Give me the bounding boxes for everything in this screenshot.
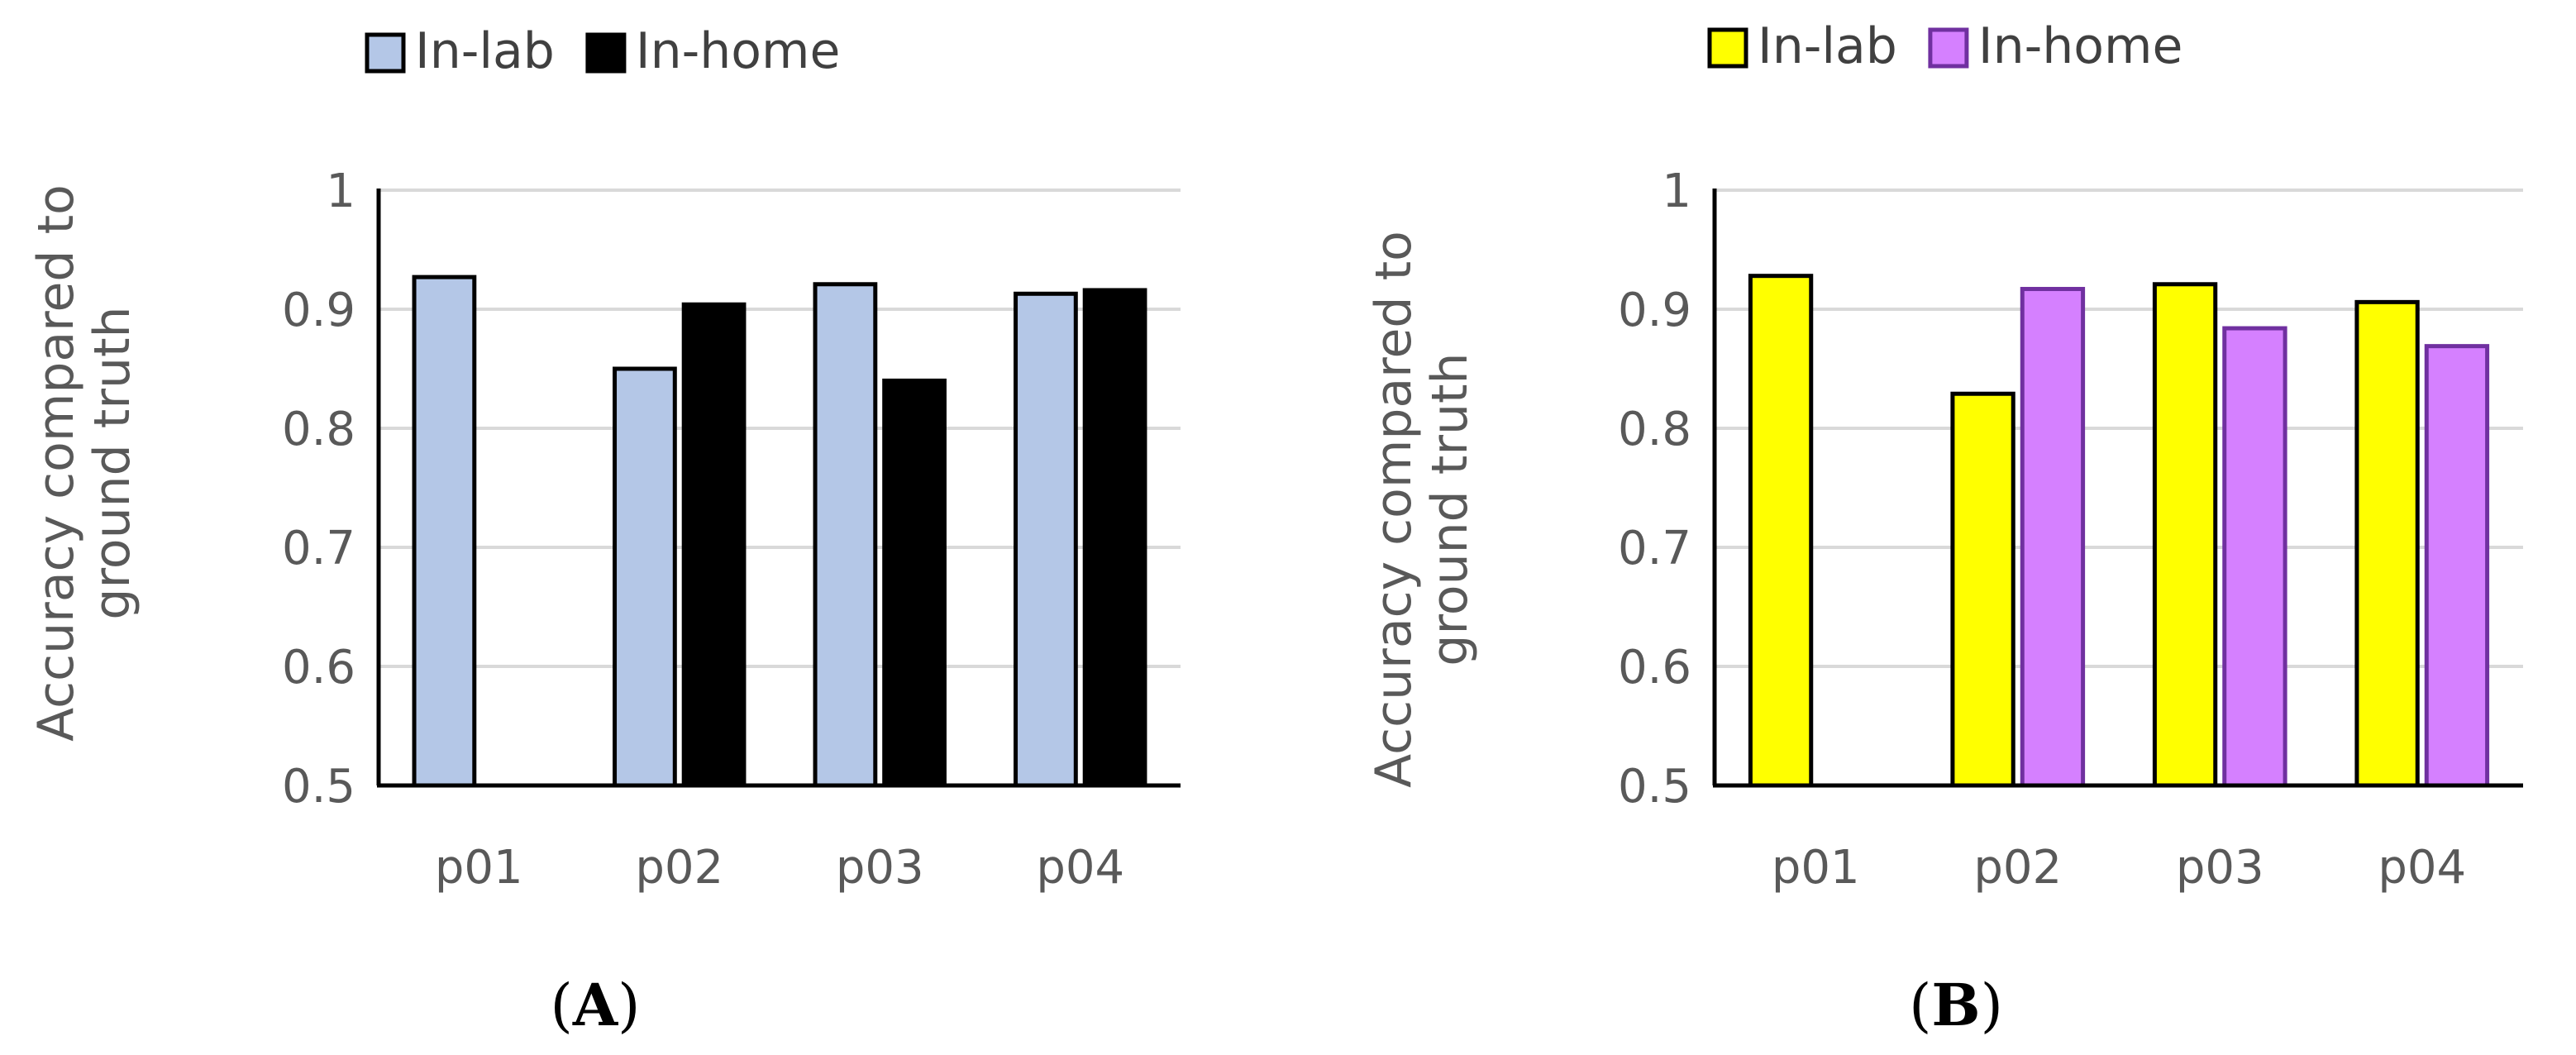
legend-label: In-lab bbox=[1758, 17, 1897, 75]
y-tick-label: 0.6 bbox=[1618, 641, 1691, 695]
legend-swatch bbox=[1707, 27, 1748, 69]
bar-in-lab-p02 bbox=[613, 366, 677, 788]
y-axis-title: Accuracy compared toground truth bbox=[1365, 231, 1479, 788]
bar-in-home-p04 bbox=[1082, 288, 1147, 788]
x-tick-label: p02 bbox=[1973, 841, 2062, 895]
bar-in-lab-p03 bbox=[813, 282, 878, 788]
y-tick-label: 0.5 bbox=[1618, 760, 1691, 814]
panel-label-open: ( bbox=[551, 971, 573, 1039]
bar-in-home-p04 bbox=[2424, 344, 2490, 788]
y-tick-label: 0.9 bbox=[1618, 284, 1691, 337]
bar-in-lab-p01 bbox=[412, 274, 477, 788]
bar-in-home-p03 bbox=[882, 378, 947, 788]
y-tick-label: 0.9 bbox=[282, 284, 355, 337]
y-tick-label: 0.8 bbox=[1618, 403, 1691, 456]
y-tick-label: 0.7 bbox=[282, 522, 355, 575]
panel-label: (A) bbox=[551, 971, 641, 1039]
legend: In-lab In-home bbox=[365, 22, 840, 80]
y-axis-title-line: Accuracy compared to bbox=[1365, 231, 1423, 788]
x-tick-label: p01 bbox=[435, 841, 523, 895]
x-tick-label: p03 bbox=[2176, 841, 2264, 895]
bar-in-home-p03 bbox=[2222, 326, 2287, 788]
bar-in-lab-p01 bbox=[1748, 274, 1814, 788]
bar-in-home-p02 bbox=[681, 302, 747, 788]
legend-swatch bbox=[585, 32, 627, 74]
y-axis-title-line: Accuracy compared to bbox=[27, 184, 85, 742]
y-axis-title-line: ground truth bbox=[1421, 352, 1479, 666]
y-tick-label: 0.5 bbox=[282, 760, 355, 814]
y-axis-title: Accuracy compared toground truth bbox=[27, 184, 141, 742]
bar-in-lab-p04 bbox=[1014, 291, 1078, 788]
x-tick-label: p03 bbox=[836, 841, 924, 895]
x-tick-label: p04 bbox=[1036, 841, 1124, 895]
x-tick-label: p02 bbox=[635, 841, 723, 895]
legend-label: In-home bbox=[1978, 17, 2182, 75]
y-tick-label: 0.7 bbox=[1618, 522, 1691, 575]
y-axis-title-line: ground truth bbox=[83, 306, 141, 619]
bar-in-home-p02 bbox=[2020, 287, 2086, 788]
panel-label-close: ) bbox=[1981, 971, 2003, 1039]
y-tick-label: 1 bbox=[1662, 165, 1691, 218]
bar-in-lab-p03 bbox=[2152, 282, 2218, 788]
x-tick-label: p01 bbox=[1772, 841, 1860, 895]
legend-label: In-lab bbox=[415, 22, 555, 80]
legend-swatch bbox=[1928, 27, 1969, 69]
panel-label-letter: B bbox=[1931, 971, 1980, 1039]
legend: In-lab In-home bbox=[1707, 17, 2182, 75]
legend-label: In-home bbox=[636, 22, 840, 80]
panel-label-open: ( bbox=[1909, 971, 1931, 1039]
y-tick-label: 0.8 bbox=[282, 403, 355, 456]
legend-swatch bbox=[365, 32, 406, 74]
panel-label-letter: A bbox=[572, 971, 619, 1039]
panel-label: (B) bbox=[1909, 971, 2003, 1039]
y-tick-label: 0.6 bbox=[282, 641, 355, 695]
panel-label-close: ) bbox=[618, 971, 640, 1039]
chart-panel-a: 0.5 0.6 0.7 0.8 0.9 1 p01 p02 p03 p04 Accuracy com… bbox=[27, 22, 1181, 1039]
x-tick-label: p04 bbox=[2378, 841, 2466, 895]
y-tick-label: 1 bbox=[326, 165, 355, 218]
bar-in-lab-p02 bbox=[1950, 391, 2015, 788]
chart-panel-b: 0.5 0.6 0.7 0.8 0.9 1 p01 p02 p03 p04 Accuracy com… bbox=[1365, 17, 2523, 1039]
bar-in-lab-p04 bbox=[2354, 299, 2420, 788]
